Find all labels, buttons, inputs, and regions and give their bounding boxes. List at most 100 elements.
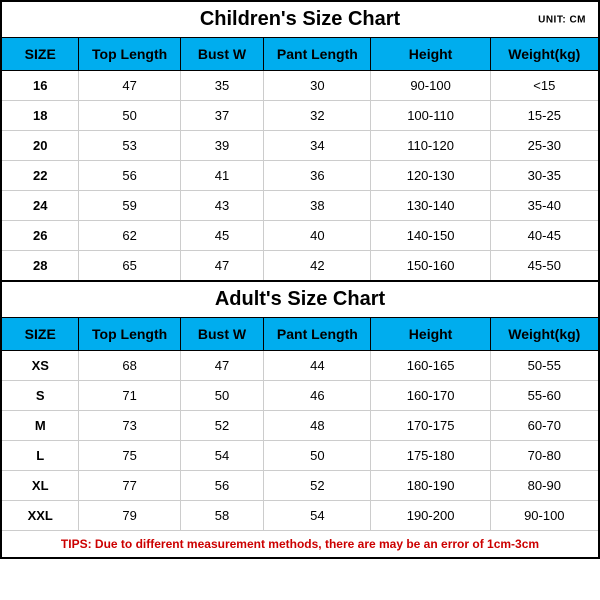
table-cell: 43: [181, 191, 264, 221]
table-cell: 54: [264, 501, 371, 530]
table-cell: 110-120: [371, 131, 490, 161]
size-chart-container: Children's Size Chart UNIT: CM SIZETop L…: [0, 0, 600, 559]
table-cell: 26: [2, 221, 79, 251]
table-cell: 68: [79, 351, 180, 381]
table-cell: 32: [264, 101, 371, 131]
table-cell: 35: [181, 71, 264, 101]
table-cell: 54: [181, 441, 264, 471]
table-cell: 59: [79, 191, 180, 221]
table-cell: 120-130: [371, 161, 490, 191]
table-cell: 175-180: [371, 441, 490, 471]
table-cell: 90-100: [491, 501, 598, 530]
table-cell: 15-25: [491, 101, 598, 131]
table-cell: 24: [2, 191, 79, 221]
table-cell: 25-30: [491, 131, 598, 161]
table-row: 24594338130-14035-40: [2, 191, 598, 221]
table-cell: 75: [79, 441, 180, 471]
table-cell: 22: [2, 161, 79, 191]
table-row: 22564136120-13030-35: [2, 161, 598, 191]
children-title: Children's Size Chart: [200, 8, 400, 30]
table-cell: 52: [181, 411, 264, 441]
table-cell: M: [2, 411, 79, 441]
table-row: 18503732100-11015-25: [2, 101, 598, 131]
table-cell: 130-140: [371, 191, 490, 221]
column-header: Weight(kg): [491, 38, 598, 71]
table-cell: 45: [181, 221, 264, 251]
table-cell: 190-200: [371, 501, 490, 530]
column-header: SIZE: [2, 38, 79, 71]
table-cell: 30: [264, 71, 371, 101]
table-cell: XL: [2, 471, 79, 501]
table-cell: 39: [181, 131, 264, 161]
table-cell: 36: [264, 161, 371, 191]
table-cell: 47: [79, 71, 180, 101]
table-cell: 53: [79, 131, 180, 161]
table-cell: 44: [264, 351, 371, 381]
children-title-row: Children's Size Chart UNIT: CM: [2, 2, 598, 38]
table-cell: 56: [79, 161, 180, 191]
table-cell: 70-80: [491, 441, 598, 471]
table-row: XXL795854190-20090-100: [2, 501, 598, 530]
table-cell: L: [2, 441, 79, 471]
table-cell: 62: [79, 221, 180, 251]
table-row: 20533934110-12025-30: [2, 131, 598, 161]
table-cell: 40: [264, 221, 371, 251]
table-cell: 50: [79, 101, 180, 131]
table-cell: 60-70: [491, 411, 598, 441]
column-header: Pant Length: [264, 38, 371, 71]
table-cell: 80-90: [491, 471, 598, 501]
table-cell: 160-165: [371, 351, 490, 381]
table-cell: <15: [491, 71, 598, 101]
column-header: Height: [371, 38, 490, 71]
column-header: Bust W: [181, 318, 264, 351]
unit-label: UNIT: CM: [538, 14, 586, 25]
table-cell: 37: [181, 101, 264, 131]
table-cell: 47: [181, 251, 264, 280]
table-cell: 160-170: [371, 381, 490, 411]
table-cell: 90-100: [371, 71, 490, 101]
table-cell: 40-45: [491, 221, 598, 251]
table-row: XL775652180-19080-90: [2, 471, 598, 501]
table-row: M735248170-17560-70: [2, 411, 598, 441]
table-cell: 30-35: [491, 161, 598, 191]
table-cell: 56: [181, 471, 264, 501]
adult-table-body: XS684744160-16550-55S715046160-17055-60M…: [2, 351, 598, 530]
table-cell: 46: [264, 381, 371, 411]
table-row: 28654742150-16045-50: [2, 251, 598, 280]
adult-title-row: Adult's Size Chart: [2, 280, 598, 318]
children-table-body: 1647353090-100<1518503732100-11015-25205…: [2, 71, 598, 280]
table-cell: 35-40: [491, 191, 598, 221]
table-cell: 28: [2, 251, 79, 280]
table-cell: 55-60: [491, 381, 598, 411]
column-header: Top Length: [79, 318, 180, 351]
table-cell: 150-160: [371, 251, 490, 280]
table-cell: 18: [2, 101, 79, 131]
table-cell: 50: [181, 381, 264, 411]
table-cell: 38: [264, 191, 371, 221]
adult-title: Adult's Size Chart: [215, 288, 385, 310]
children-header-row: SIZETop LengthBust WPant LengthHeightWei…: [2, 38, 598, 71]
table-row: S715046160-17055-60: [2, 381, 598, 411]
table-cell: 41: [181, 161, 264, 191]
table-row: XS684744160-16550-55: [2, 351, 598, 381]
table-cell: XS: [2, 351, 79, 381]
table-cell: XXL: [2, 501, 79, 530]
table-cell: 58: [181, 501, 264, 530]
column-header: SIZE: [2, 318, 79, 351]
table-cell: 47: [181, 351, 264, 381]
table-cell: 71: [79, 381, 180, 411]
table-cell: 77: [79, 471, 180, 501]
table-row: 26624540140-15040-45: [2, 221, 598, 251]
table-cell: 180-190: [371, 471, 490, 501]
table-cell: 45-50: [491, 251, 598, 280]
table-cell: S: [2, 381, 79, 411]
column-header: Weight(kg): [491, 318, 598, 351]
table-cell: 100-110: [371, 101, 490, 131]
table-cell: 42: [264, 251, 371, 280]
table-cell: 20: [2, 131, 79, 161]
column-header: Pant Length: [264, 318, 371, 351]
tips-note: TIPS: Due to different measurement metho…: [2, 530, 598, 557]
table-cell: 48: [264, 411, 371, 441]
table-row: 1647353090-100<15: [2, 71, 598, 101]
column-header: Top Length: [79, 38, 180, 71]
